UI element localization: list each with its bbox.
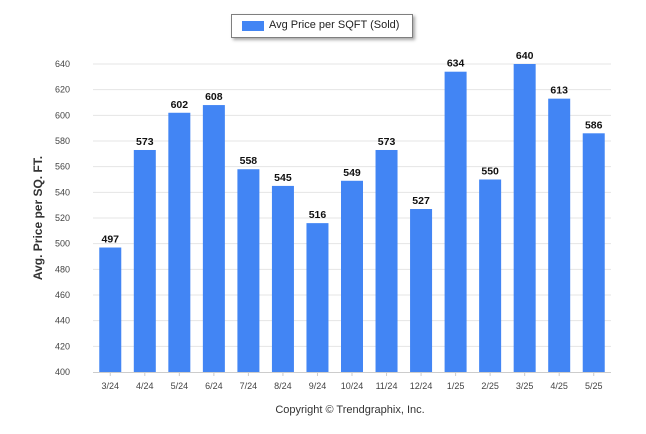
x-tick-label: 2/25 (481, 381, 499, 391)
data-label: 573 (378, 136, 396, 148)
bar (479, 179, 502, 372)
x-axis-ticks: 3/24 4/24 5/24 6/24 7/24 8/24 9/24 10/24 11/24 12… (102, 372, 603, 391)
bar (306, 223, 329, 372)
bar (341, 180, 363, 372)
bar (168, 112, 191, 373)
bar (133, 149, 156, 372)
copyright-text: Copyright © Trendgraphix, Inc. (275, 404, 424, 416)
x-tick-label: 6/24 (205, 381, 223, 391)
bar (99, 247, 122, 372)
data-label: 527 (412, 195, 430, 207)
data-label: 586 (585, 119, 603, 131)
x-tick-label: 5/25 (585, 381, 603, 391)
y-tick-label: 600 (55, 110, 70, 120)
data-labels: 497 573 602 608 558 545 516 549 573 527 634 550 640 6… (102, 50, 603, 246)
data-label: 608 (205, 91, 223, 103)
x-tick-label: 11/24 (376, 381, 398, 391)
y-tick-label: 520 (55, 213, 70, 223)
y-tick-label: 440 (55, 316, 70, 326)
x-tick-label: 7/24 (240, 381, 258, 391)
bar (271, 185, 294, 372)
x-tick-label: 10/24 (341, 381, 364, 391)
data-label: 558 (240, 155, 258, 167)
y-tick-label: 620 (55, 85, 70, 95)
bar (548, 98, 571, 373)
legend-swatch (242, 21, 264, 31)
y-tick-label: 420 (55, 341, 70, 351)
bar (444, 71, 467, 372)
data-label: 550 (481, 166, 499, 178)
y-tick-label: 500 (55, 239, 70, 249)
data-label: 516 (309, 209, 327, 221)
bar (410, 209, 433, 372)
x-tick-label: 12/24 (410, 381, 433, 391)
bar (513, 64, 536, 372)
data-label: 602 (171, 99, 189, 111)
x-tick-label: 3/24 (102, 381, 120, 391)
x-tick-label: 4/24 (136, 381, 154, 391)
x-tick-label: 5/24 (171, 381, 189, 391)
x-tick-label: 4/25 (550, 381, 568, 391)
x-tick-label: 1/25 (447, 381, 465, 391)
data-label: 640 (516, 50, 534, 62)
y-tick-label: 640 (55, 59, 70, 69)
data-label: 549 (343, 167, 361, 179)
y-tick-label: 560 (55, 162, 70, 172)
y-tick-label: 480 (55, 264, 70, 274)
data-label: 545 (274, 172, 292, 184)
legend-label: Avg Price per SQFT (Sold) (269, 19, 400, 31)
data-label: 634 (447, 58, 465, 70)
y-axis-label: Avg. Price per SQ. FT. (31, 156, 45, 280)
bar (202, 105, 225, 373)
bar (237, 169, 260, 372)
legend: Avg Price per SQFT (Sold) (231, 14, 413, 38)
data-label: 613 (550, 85, 568, 97)
bar (582, 133, 605, 372)
y-tick-label: 540 (55, 187, 70, 197)
bars (99, 64, 605, 373)
data-label: 497 (102, 234, 120, 246)
x-tick-label: 3/25 (516, 381, 534, 391)
x-tick-label: 8/24 (274, 381, 292, 391)
data-label: 573 (136, 136, 154, 148)
y-tick-label: 580 (55, 136, 70, 146)
y-tick-label: 460 (55, 290, 70, 300)
x-tick-label: 9/24 (309, 381, 327, 391)
y-tick-label: 400 (55, 367, 70, 377)
bar (375, 149, 398, 372)
y-axis-ticks: 400 420 440 460 480 500 520 540 560 580 600 620 640 (55, 59, 70, 377)
